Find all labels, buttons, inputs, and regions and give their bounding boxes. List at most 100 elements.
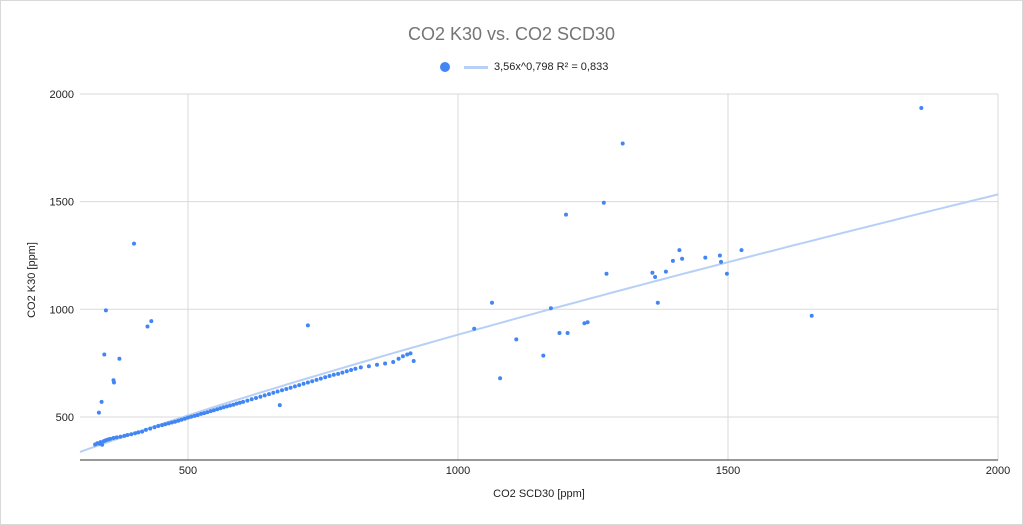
data-point bbox=[205, 410, 210, 415]
data-point bbox=[349, 368, 354, 372]
data-point bbox=[133, 431, 138, 436]
data-point bbox=[277, 403, 282, 408]
data-point bbox=[366, 364, 371, 369]
data-point bbox=[152, 425, 157, 430]
data-point bbox=[245, 398, 250, 403]
data-point bbox=[323, 375, 328, 380]
data-point bbox=[275, 389, 280, 394]
data-point bbox=[292, 384, 297, 389]
data-point bbox=[132, 241, 136, 246]
data-point bbox=[318, 376, 323, 381]
data-point bbox=[310, 379, 315, 384]
data-point bbox=[411, 359, 416, 363]
data-point bbox=[408, 351, 413, 356]
data-point bbox=[557, 331, 562, 335]
data-point bbox=[809, 313, 814, 318]
data-point bbox=[112, 380, 116, 385]
data-point bbox=[118, 434, 123, 439]
data-point bbox=[724, 271, 729, 276]
data-point bbox=[218, 406, 223, 411]
data-point bbox=[136, 430, 141, 435]
data-point bbox=[663, 269, 668, 274]
data-point bbox=[166, 421, 171, 426]
data-point bbox=[254, 396, 258, 400]
grid-layer bbox=[80, 93, 999, 460]
data-point bbox=[211, 408, 216, 413]
y-tick-label: 500 bbox=[56, 412, 74, 424]
data-point bbox=[719, 259, 723, 264]
x-tick-label: 500 bbox=[179, 465, 197, 477]
data-point bbox=[182, 416, 187, 421]
data-point bbox=[192, 413, 197, 418]
data-point bbox=[353, 366, 358, 371]
data-point bbox=[186, 415, 190, 420]
data-point bbox=[202, 411, 207, 416]
data-point bbox=[383, 361, 388, 366]
data-point bbox=[514, 337, 519, 342]
data-point bbox=[653, 275, 658, 279]
data-point bbox=[117, 356, 122, 361]
data-point bbox=[670, 258, 675, 263]
y-tick-label: 2000 bbox=[50, 89, 74, 101]
data-point bbox=[717, 253, 722, 258]
data-point bbox=[472, 326, 477, 331]
points-layer bbox=[93, 106, 924, 447]
data-point bbox=[199, 411, 203, 416]
data-point bbox=[100, 442, 105, 447]
data-point bbox=[271, 390, 276, 395]
data-point bbox=[650, 270, 655, 275]
axis-layer: 500 1000 1500 2000 500 1000 1500 2000 bbox=[50, 89, 1011, 477]
data-point bbox=[224, 404, 229, 409]
data-point bbox=[237, 400, 242, 405]
data-point bbox=[305, 380, 310, 385]
y-tick-label: 1000 bbox=[50, 304, 74, 316]
data-point bbox=[655, 300, 660, 305]
data-point bbox=[173, 419, 177, 424]
data-point bbox=[680, 256, 685, 261]
data-point bbox=[375, 362, 379, 367]
x-tick-label: 1500 bbox=[716, 465, 740, 477]
data-point bbox=[340, 370, 345, 375]
legend-trendline-swatch bbox=[464, 65, 488, 69]
data-point bbox=[490, 300, 494, 305]
data-point bbox=[919, 106, 924, 110]
data-point bbox=[221, 405, 226, 410]
data-point bbox=[140, 429, 145, 434]
data-point bbox=[125, 433, 130, 437]
data-point bbox=[129, 432, 134, 437]
data-point bbox=[228, 403, 233, 408]
data-point bbox=[677, 248, 682, 253]
data-point bbox=[344, 369, 349, 374]
data-point bbox=[108, 436, 113, 441]
x-tick-label: 2000 bbox=[986, 465, 1010, 477]
data-point bbox=[262, 393, 267, 398]
data-point bbox=[297, 383, 302, 388]
data-point bbox=[148, 426, 153, 431]
data-point bbox=[102, 352, 107, 357]
data-point bbox=[156, 424, 161, 428]
data-point bbox=[564, 212, 568, 217]
data-point bbox=[336, 371, 341, 376]
data-point bbox=[249, 397, 254, 402]
data-point bbox=[314, 377, 319, 382]
data-point bbox=[103, 308, 108, 313]
data-point bbox=[405, 352, 410, 357]
data-point bbox=[396, 356, 401, 361]
data-point bbox=[565, 331, 570, 335]
data-point bbox=[169, 420, 174, 425]
data-point bbox=[122, 433, 127, 438]
data-point bbox=[114, 435, 119, 440]
data-point bbox=[195, 413, 200, 417]
data-point bbox=[703, 255, 708, 260]
data-point bbox=[143, 427, 148, 432]
data-point bbox=[305, 323, 310, 328]
data-point bbox=[739, 248, 744, 253]
legend-series-marker bbox=[440, 62, 450, 72]
y-axis-title: CO2 K30 [ppm] bbox=[26, 242, 38, 318]
data-point bbox=[585, 320, 590, 325]
data-point bbox=[149, 319, 154, 324]
data-point bbox=[358, 365, 363, 370]
trendline-layer bbox=[79, 193, 999, 453]
